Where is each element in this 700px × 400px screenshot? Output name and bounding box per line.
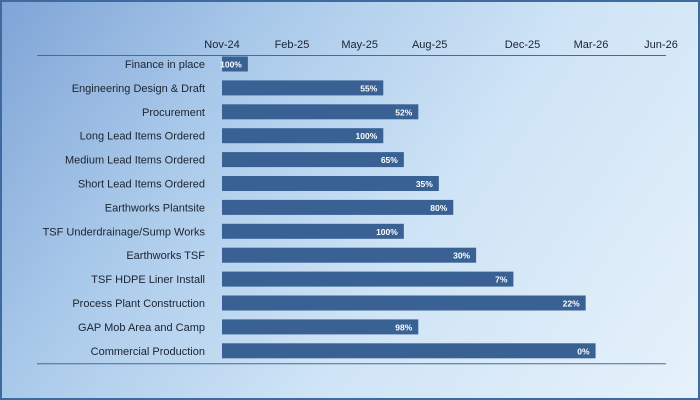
task-bar	[222, 176, 439, 191]
bar-data-label: 22%	[563, 299, 580, 309]
task-bar	[222, 56, 248, 72]
x-tick-label: Mar-26	[574, 39, 609, 51]
bar-data-label: 0%	[577, 346, 590, 356]
task-bar	[222, 80, 384, 96]
task-label: Short Lead Items Ordered	[78, 179, 205, 191]
task-label: Earthworks Plantsite	[105, 202, 205, 214]
bar-data-label: 35%	[416, 179, 433, 189]
task-bar	[222, 223, 404, 239]
task-label: TSF Underdrainage/Sump Works	[43, 226, 206, 238]
bar-data-label: 7%	[495, 275, 508, 285]
task-label: Earthworks TSF	[126, 250, 205, 262]
task-label: Process Plant Construction	[72, 298, 205, 310]
x-tick-label: Jun-26	[644, 39, 678, 51]
task-label: GAP Mob Area and Camp	[78, 322, 205, 334]
task-label: TSF HDPE Liner Install	[91, 274, 205, 286]
task-label: Long Lead Items Ordered	[80, 131, 205, 143]
bar-data-label: 52%	[395, 107, 412, 117]
task-bar	[222, 104, 419, 120]
bar-data-label: 65%	[381, 155, 398, 165]
x-tick-label: Feb-25	[275, 39, 310, 51]
bar-data-label: 55%	[360, 83, 377, 93]
task-label: Engineering Design & Draft	[72, 83, 205, 95]
bar-data-label: 100%	[220, 60, 242, 70]
bar-data-label: 80%	[430, 203, 447, 213]
bar-data-label: 100%	[356, 131, 378, 141]
task-bar	[222, 271, 514, 287]
x-tick-label: Aug-25	[412, 39, 447, 51]
x-tick-label: Dec-25	[505, 39, 540, 51]
task-label: Procurement	[142, 107, 205, 119]
bar-data-label: 100%	[376, 227, 398, 237]
x-tick-label: May-25	[341, 39, 378, 51]
task-bar	[222, 152, 404, 168]
task-bar	[222, 128, 384, 144]
task-label: Medium Lead Items Ordered	[65, 155, 205, 167]
bar-data-label: 30%	[453, 251, 470, 261]
task-bar	[222, 199, 454, 215]
x-tick-label: Nov-24	[204, 39, 239, 51]
task-label: Finance in place	[125, 59, 205, 71]
task-bar	[222, 295, 586, 311]
task-label: Commercial Production	[91, 346, 205, 358]
task-bar	[222, 247, 477, 263]
bar-data-label: 98%	[395, 322, 412, 332]
task-bar	[222, 319, 419, 335]
task-bar	[222, 343, 596, 359]
